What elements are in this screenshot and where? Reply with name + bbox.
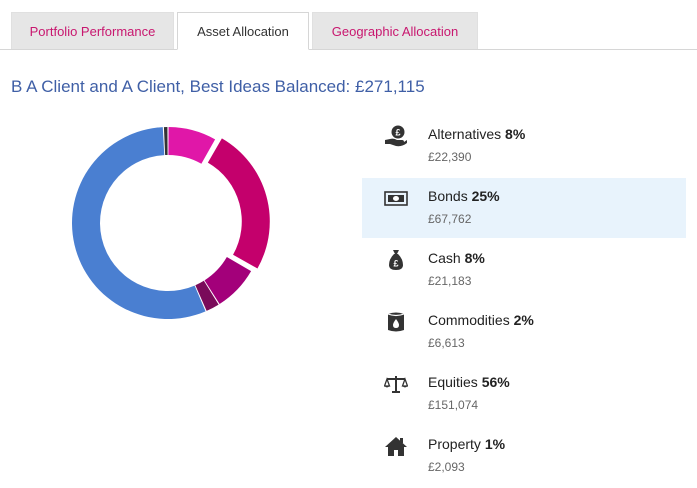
legend-value: £22,390	[428, 150, 472, 164]
legend-name: Equities	[428, 374, 478, 390]
legend-percent: 8%	[505, 126, 526, 142]
page-title: B A Client and A Client, Best Ideas Bala…	[11, 77, 425, 96]
legend-percent: 25%	[471, 188, 500, 204]
legend-value: £151,074	[428, 398, 479, 412]
svg-text:£: £	[393, 259, 398, 269]
legend-item-alternatives[interactable]: £ Alternatives 8% £22,390	[362, 116, 686, 176]
legend-percent: 2%	[513, 312, 534, 328]
legend-item-commodities[interactable]: Commodities 2% £6,613	[362, 302, 686, 362]
legend-percent: 56%	[481, 374, 510, 390]
legend-item-equities[interactable]: Equities 56% £151,074	[362, 364, 686, 424]
donut-slice-alternatives[interactable]	[168, 127, 216, 164]
money-bag-icon: £	[389, 250, 403, 270]
legend-value: £67,762	[428, 212, 472, 226]
legend-value: £21,183	[428, 274, 472, 288]
legend-item-bonds[interactable]: Bonds 25% £67,762	[362, 178, 686, 238]
donut-slice-cash[interactable]	[204, 257, 252, 304]
donut-slice-commodities[interactable]	[195, 280, 219, 311]
legend-item-property[interactable]: Property 1% £2,093	[362, 426, 686, 486]
legend-value: £2,093	[428, 460, 465, 474]
tab-geographic-allocation[interactable]: Geographic Allocation	[312, 12, 478, 49]
legend-name: Bonds	[428, 188, 468, 204]
donut-slice-bonds[interactable]	[207, 138, 270, 269]
allocation-legend: £ Alternatives 8% £22,390 Bonds 25% £67,…	[362, 116, 686, 488]
tab-bar: Portfolio Performance Asset Allocation G…	[0, 0, 697, 50]
legend-name: Commodities	[428, 312, 510, 328]
tab-portfolio-performance[interactable]: Portfolio Performance	[11, 12, 174, 49]
oil-barrel-icon	[387, 312, 405, 332]
legend-item-cash[interactable]: £ Cash 8% £21,183	[362, 240, 686, 300]
tab-asset-allocation[interactable]: Asset Allocation	[177, 12, 309, 50]
legend-name: Property	[428, 436, 481, 452]
donut-slice-equities[interactable]	[72, 127, 206, 319]
house-icon	[385, 437, 407, 456]
legend-percent: 8%	[464, 250, 485, 266]
legend-value: £6,613	[428, 336, 465, 350]
banknote-icon	[384, 191, 408, 206]
donut-slice-property[interactable]	[163, 127, 168, 156]
legend-name: Cash	[428, 250, 461, 266]
svg-text:£: £	[395, 128, 400, 138]
legend-name: Alternatives	[428, 126, 502, 142]
scales-icon	[384, 376, 408, 393]
legend-percent: 1%	[484, 436, 506, 452]
money-hand-icon: £	[385, 125, 407, 147]
allocation-donut-chart	[72, 127, 270, 319]
